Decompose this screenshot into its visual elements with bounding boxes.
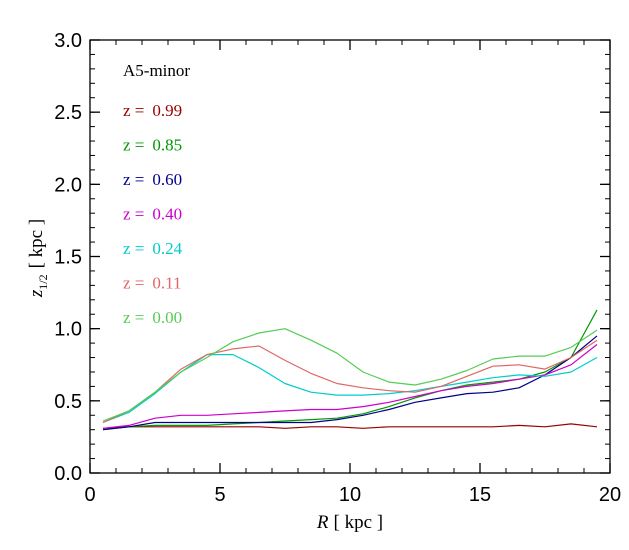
legend-prefix: z = (123, 308, 144, 327)
legend-entry-z-0-24: z = 0.24 (123, 239, 183, 258)
series-line-z-0-85 (102, 309, 598, 431)
y-tick-label: 1.5 (54, 247, 82, 269)
y-axis-unit: [ kpc ] (26, 219, 47, 269)
x-tick-label: 0 (84, 484, 95, 506)
y-axis-title: z1/2 [ kpc ] (26, 219, 50, 298)
legend-prefix: z = (123, 205, 144, 224)
x-axis-unit: [ kpc ] (334, 512, 384, 533)
x-tick-label: 10 (339, 484, 361, 506)
series-line-z-0-00 (102, 328, 598, 422)
legend-entry-z-0-60: z = 0.60 (123, 170, 182, 189)
y-tick-label: 0.0 (54, 463, 82, 485)
axis-tick-labels: 0 5 10 15 20 0.0 0.5 1.0 1.5 2.0 2.5 3.0 (54, 30, 621, 506)
legend-value: 0.85 (152, 136, 182, 155)
y-tick-label: 1.0 (54, 319, 82, 341)
series-lines (102, 309, 598, 431)
series-line-z-0-24 (102, 354, 598, 424)
y-tick-label: 3.0 (54, 30, 82, 52)
legend-value: 0.24 (152, 239, 182, 258)
legend-prefix: z = (123, 239, 144, 258)
legend-value: 0.00 (152, 308, 182, 327)
legend-entry-z-0-00: z = 0.00 (123, 308, 182, 327)
legend-value: 0.60 (152, 170, 182, 189)
legend-entry-z-0-40: z = 0.40 (123, 205, 182, 224)
legend-prefix: z = (123, 274, 144, 293)
series-line-z-0-11 (102, 339, 598, 424)
x-axis-var: R (316, 512, 329, 533)
legend: z = 0.99 z = 0.85 z = 0.60 z = 0.40 z = 0.24 z = 0.… (123, 101, 183, 327)
legend-value: 0.11 (152, 274, 181, 293)
legend-prefix: z = (123, 170, 144, 189)
x-tick-label: 5 (214, 484, 225, 506)
x-axis-title: R[ kpc ] (316, 512, 383, 533)
legend-value: 0.99 (152, 101, 182, 120)
y-axis-var: z (26, 289, 47, 298)
legend-entry-z-0-99: z = 0.99 (123, 101, 182, 120)
axis-ticks (89, 39, 611, 474)
y-axis-subscript: 1/2 (36, 274, 50, 289)
series-line-z-0-99 (102, 423, 598, 429)
series-line-z-0-40 (102, 344, 598, 429)
annotation-label: A5-minor (123, 61, 190, 80)
legend-entry-z-0-85: z = 0.85 (123, 136, 182, 155)
series-line-z-0-60 (102, 335, 598, 431)
y-tick-label: 2.5 (54, 102, 82, 124)
legend-prefix: z = (123, 136, 144, 155)
legend-entry-z-0-11: z = 0.11 (123, 274, 182, 293)
legend-prefix: z = (123, 101, 144, 120)
y-tick-label: 0.5 (54, 391, 82, 413)
y-tick-label: 2.0 (54, 174, 82, 196)
x-tick-label: 20 (599, 484, 621, 506)
legend-value: 0.40 (152, 205, 182, 224)
x-tick-label: 15 (469, 484, 491, 506)
